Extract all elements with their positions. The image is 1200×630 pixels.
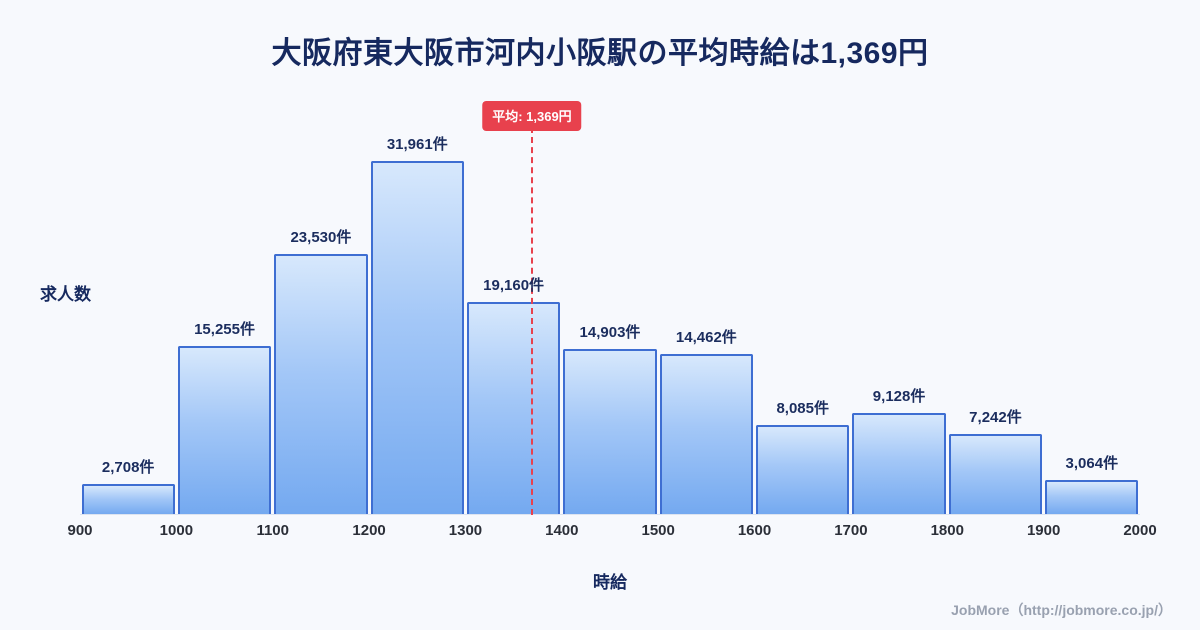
histogram-bar — [563, 349, 657, 514]
x-tick-label: 2000 — [1123, 522, 1157, 539]
bar-value-label: 8,085件 — [776, 399, 829, 417]
y-axis-label: 求人数 — [40, 285, 91, 304]
histogram-bar — [370, 161, 464, 514]
x-tick-label: 1500 — [641, 522, 675, 539]
histogram-bar — [1045, 480, 1139, 514]
bar-value-label: 31,961件 — [386, 136, 448, 153]
x-tick-label: 1100 — [256, 522, 289, 539]
footer-credit: JobMore（http://jobmore.co.jp/） — [951, 602, 1172, 618]
histogram-bar — [756, 424, 850, 514]
histogram-bar — [659, 354, 754, 514]
x-tick-label: 1000 — [159, 522, 194, 539]
histogram-bar — [948, 434, 1043, 514]
x-tick-label: 1200 — [352, 522, 386, 539]
chart-title: 大阪府東大阪市河内小阪駅の平均時給は1,369円 — [271, 37, 929, 70]
histogram-bar — [81, 484, 175, 514]
average-badge: 平均: 1,369円 — [482, 101, 582, 131]
x-tick-label: 1800 — [930, 522, 964, 539]
bar-value-label: 15,255件 — [194, 320, 255, 338]
bar-value-label: 7,242件 — [969, 409, 1022, 427]
histogram-bar — [852, 413, 946, 514]
bar-value-label: 2,708件 — [101, 459, 155, 477]
bar-value-label: 23,530件 — [290, 229, 352, 247]
bar-value-label: 3,064件 — [1065, 455, 1119, 473]
bar-value-label: 14,903件 — [579, 324, 641, 342]
x-tick-label: 1600 — [737, 522, 772, 539]
x-tick-label: 1900 — [1026, 522, 1061, 539]
plot-area: 平均: 1,369円 2,708件 15,255件 23,530件 31,961件 19… — [67, 100, 1157, 539]
x-tick-label: 1300 — [448, 522, 483, 539]
x-tick-label: 1400 — [545, 522, 579, 539]
average-line — [530, 127, 533, 515]
x-axis-label: 時給 — [593, 573, 627, 592]
histogram-bar — [177, 345, 272, 514]
bar-value-label: 9,128件 — [872, 388, 926, 406]
bar-value-label: 14,462件 — [675, 329, 737, 347]
histogram-bar — [274, 254, 368, 514]
x-tick-label: 1700 — [834, 522, 868, 539]
bar-value-label: 19,160件 — [483, 277, 545, 295]
histogram-bar — [466, 302, 561, 514]
x-tick-label: 900 — [67, 522, 93, 539]
